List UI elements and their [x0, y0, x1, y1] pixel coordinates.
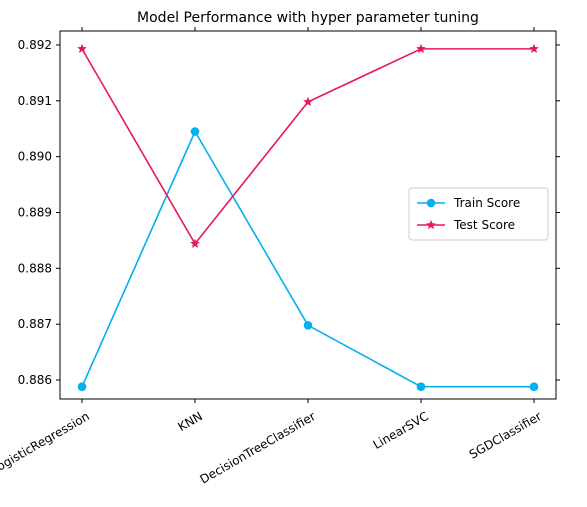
y-tick-label: 0.891 — [18, 94, 52, 108]
train-score-point — [191, 127, 200, 136]
train-score-point — [417, 382, 426, 391]
y-tick-label: 0.887 — [18, 317, 52, 331]
x-tick-label: LinearSVC — [371, 409, 431, 452]
train-score-point — [304, 321, 313, 330]
legend-train-score-label: Train Score — [453, 196, 520, 210]
y-tick-label: 0.886 — [18, 373, 52, 387]
x-tick-label: LogisticRegression — [0, 409, 92, 477]
x-tick-label: DecisionTreeClassifier — [198, 409, 318, 487]
y-tick-label: 0.888 — [18, 261, 52, 275]
legend-train-score-marker — [427, 199, 436, 208]
x-tick-label: KNN — [176, 409, 205, 434]
y-tick-label: 0.892 — [18, 38, 52, 52]
chart-title: Model Performance with hyper parameter t… — [137, 10, 479, 26]
legend: Train Score Test Score — [409, 188, 548, 240]
y-tick-label: 0.890 — [18, 150, 52, 164]
train-score-point — [530, 382, 539, 391]
y-tick-label: 0.889 — [18, 205, 52, 219]
train-score-point — [78, 382, 87, 391]
x-tick-label: SGDClassifier — [467, 409, 544, 462]
legend-test-score-label: Test Score — [453, 218, 515, 232]
